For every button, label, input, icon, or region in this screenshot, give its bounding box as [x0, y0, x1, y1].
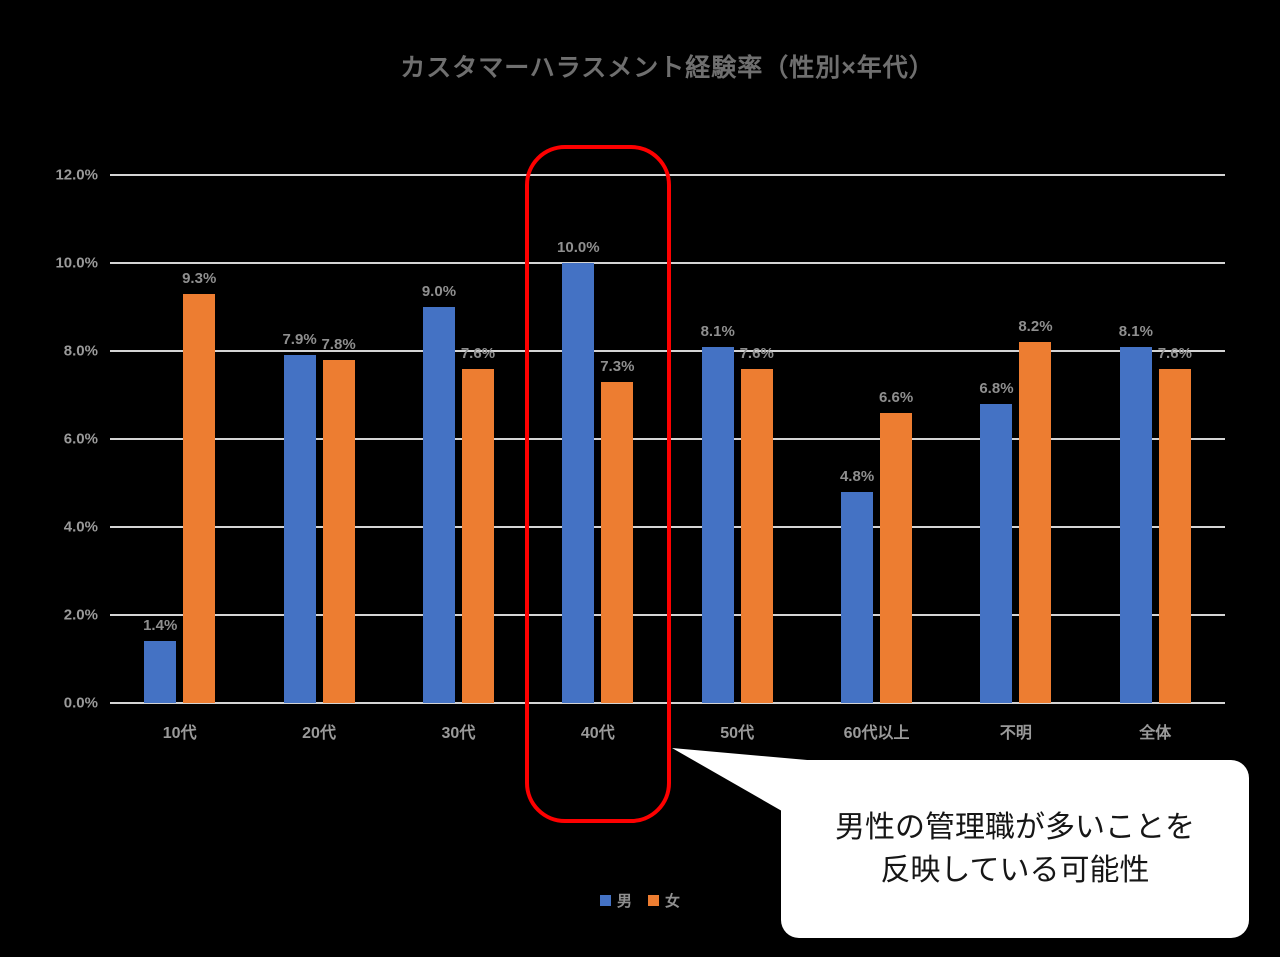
chart-legend: 男女: [0, 890, 1280, 911]
bar-男-不明: [980, 403, 1013, 703]
highlight-box: [524, 145, 671, 823]
x-axis-label: 50代: [720, 725, 755, 742]
legend-swatch: [599, 895, 611, 906]
bar-value-label: 7.6%: [1157, 344, 1192, 362]
bar-value-label: 8.1%: [700, 322, 735, 340]
x-axis-label: 不明: [999, 725, 1032, 742]
bar-男-50代: [701, 346, 734, 703]
y-axis-tick: 6.0%: [63, 430, 98, 448]
bar-男-10代: [144, 641, 177, 703]
bar-男-60代以上: [841, 491, 874, 703]
bar-男-30代: [422, 307, 455, 703]
callout-bubble: 男性の管理職が多いことを 反映している可能性: [781, 760, 1249, 938]
legend-swatch: [648, 895, 659, 906]
legend-item-男: 男: [599, 890, 632, 911]
bar-女-40代: [601, 381, 634, 703]
bar-女-20代: [322, 359, 355, 703]
x-axis-label: 20代: [302, 725, 336, 742]
bar-value-label: 6.8%: [979, 379, 1014, 397]
callout-text-line-1: 男性の管理職が多いことを: [835, 810, 1195, 844]
bar-男-40代: [562, 263, 595, 703]
bar-value-label: 8.2%: [1018, 318, 1053, 336]
y-axis-tick: 8.0%: [63, 342, 98, 360]
y-axis-tick: 10.0%: [55, 254, 98, 272]
bar-女-30代: [461, 368, 494, 703]
bar-value-label: 10.0%: [557, 239, 600, 256]
legend-item-女: 女: [648, 890, 680, 911]
x-axis-label: 40代: [580, 725, 615, 742]
bar-value-label: 7.3%: [600, 357, 635, 375]
bar-女-全体: [1158, 368, 1191, 703]
bar-value-label: 7.6%: [460, 344, 496, 362]
chart-title: カスタマーハラスメント経験率（性別×年代）: [400, 54, 935, 82]
x-axis-label: 10代: [162, 725, 197, 742]
bar-value-label: 8.1%: [1118, 322, 1153, 340]
bar-value-label: 9.0%: [421, 283, 457, 300]
y-axis-tick: 0.0%: [63, 694, 98, 712]
y-axis-tick: 2.0%: [63, 606, 98, 624]
bar-value-label: 6.6%: [878, 388, 914, 406]
bar-value-label: 9.3%: [182, 269, 217, 287]
legend-label: 女: [665, 893, 681, 910]
bar-value-label: 4.8%: [839, 467, 875, 485]
bar-女-不明: [1019, 342, 1052, 703]
bar-value-label: 7.8%: [321, 335, 356, 353]
legend-label: 男: [616, 893, 632, 910]
bar-女-10代: [183, 293, 216, 703]
bar-value-label: 7.9%: [282, 331, 317, 349]
bar-value-label: 7.6%: [739, 344, 774, 362]
y-axis-tick: 4.0%: [63, 518, 98, 536]
bar-男-20代: [283, 355, 316, 703]
bar-女-60代以上: [880, 412, 913, 703]
bar-value-label: 1.4%: [143, 617, 178, 635]
x-axis-label: 60代以上: [843, 725, 910, 742]
bar-男-全体: [1119, 346, 1152, 703]
callout-text-line-2: 反映している可能性: [880, 854, 1150, 887]
y-axis-tick: 12.0%: [55, 166, 98, 184]
x-axis-label: 30代: [441, 725, 476, 742]
x-axis-label: 全体: [1139, 725, 1172, 742]
bar-女-50代: [740, 368, 773, 703]
